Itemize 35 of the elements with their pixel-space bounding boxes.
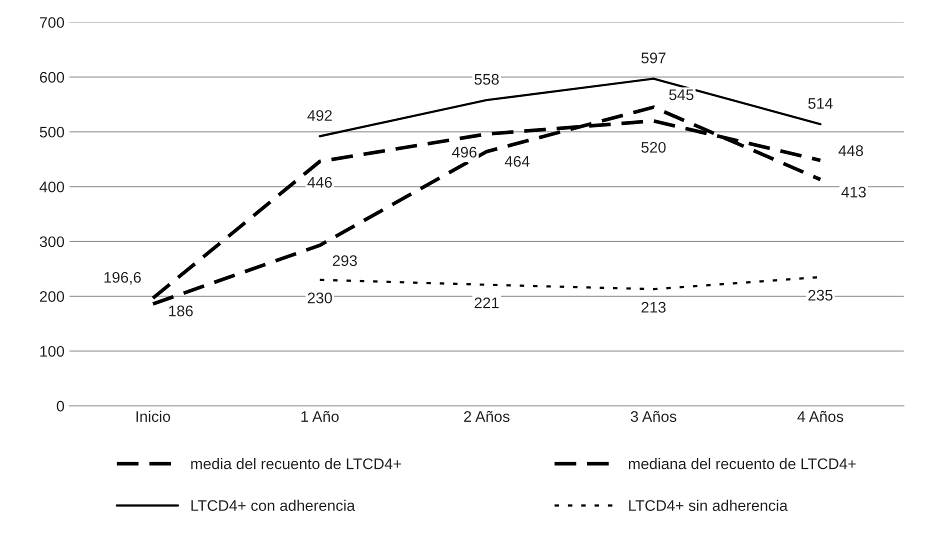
y-tick-label: 400 [40, 182, 64, 192]
y-tick-label: 600 [40, 72, 64, 83]
y-tick-label: 300 [40, 236, 64, 248]
data-label: 514 [808, 98, 833, 109]
data-label: 293 [332, 255, 357, 266]
y-tick-label: 200 [40, 291, 64, 302]
data-label: 235 [808, 290, 832, 301]
data-label: 492 [307, 110, 332, 121]
data-label: 464 [504, 156, 530, 167]
y-tick-label: 100 [40, 346, 64, 357]
data-label: 597 [641, 52, 666, 64]
legend-label: media del recuento de LTCD4+ [191, 458, 402, 470]
data-label: 558 [474, 74, 499, 85]
legend-label: LTCD4+ sin adherencia [629, 500, 788, 511]
data-label: 413 [841, 186, 866, 198]
y-tick-label: 500 [40, 126, 64, 138]
legend-label: mediana del recuento de LTCD4+ [628, 458, 856, 470]
data-label: 196,6 [104, 272, 141, 285]
x-tick-label: Inicio [136, 410, 170, 422]
x-tick-label: 2 Años [464, 410, 510, 422]
y-tick-label: 0 [56, 400, 64, 412]
legend-label: LTCD4+ con adherencia [191, 500, 356, 511]
x-tick-label: 3 Años [630, 410, 676, 422]
x-tick-label: 4 Años [797, 410, 844, 422]
data-label: 448 [838, 145, 864, 156]
data-label: 446 [307, 176, 332, 188]
data-label: 230 [308, 292, 332, 304]
data-label: 496 [452, 146, 477, 158]
data-label: 186 [169, 306, 193, 316]
data-label: 520 [641, 142, 666, 153]
data-label: 545 [669, 90, 694, 100]
x-tick-label: 1 Año [301, 410, 339, 422]
data-label: 213 [642, 302, 666, 313]
y-tick-label: 700 [40, 17, 64, 28]
data-label: 221 [474, 297, 499, 308]
